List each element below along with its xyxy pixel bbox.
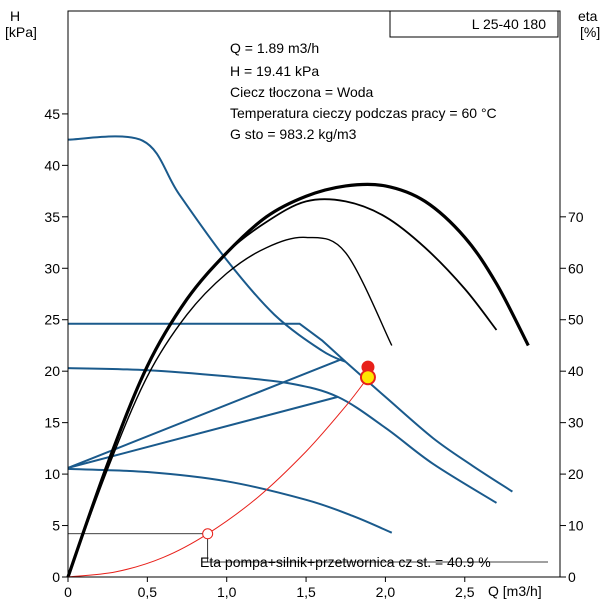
eta-marker (202, 528, 214, 540)
labels: 0 0,5 1,0 1,5 2,0 2,5 0 5 10 15 20 25 30 35 40 45 0 10 20 3… (44, 106, 583, 600)
right-axis-title-line-2: [%] (580, 24, 600, 40)
y-left-tick-label: 30 (44, 260, 60, 276)
x-axis-title: Q [m3/h] (488, 583, 542, 599)
info-density: G sto = 983.2 kg/m3 (230, 126, 357, 142)
y-left-tick-label: 35 (44, 209, 60, 225)
x-tick-label: 2,5 (455, 584, 475, 600)
x-tick-label: 1,5 (296, 584, 316, 600)
pump-curve-3 (67, 367, 498, 504)
y-right-tick-label: 30 (568, 415, 584, 431)
axes (62, 10, 566, 582)
curves (66, 135, 530, 578)
info-head: H = 19.41 kPa (230, 63, 319, 79)
y-left-tick-label: 5 (52, 518, 60, 534)
y-right-tick-label: 20 (568, 466, 584, 482)
y-left-tick-label: 20 (44, 363, 60, 379)
y-left-tick-label: 45 (44, 106, 60, 122)
pump-curve-2 (68, 322, 347, 363)
y-right-tick-label: 60 (568, 260, 584, 276)
efficiency-note: Eta pompa+silnik+przetwornica cz st. = 4… (200, 554, 491, 570)
info-temperature: Temperatura cieczy podczas pracy = 60 °C (230, 105, 497, 121)
y-left-tick-label: 25 (44, 312, 60, 328)
y-left-tick-label: 0 (52, 569, 60, 585)
right-axis-title-line-1: eta (578, 8, 598, 24)
efficiency-curve-9 (67, 236, 393, 578)
y-right-tick-label: 10 (568, 518, 584, 534)
efficiency-curve-8 (67, 198, 498, 578)
x-tick-label: 0,5 (138, 584, 158, 600)
model-name: L 25-40 180 (472, 16, 546, 32)
left-axis-title-line-1: H (10, 8, 20, 24)
y-left-tick-label: 10 (44, 466, 60, 482)
y-left-tick-label: 15 (44, 415, 60, 431)
markers (68, 360, 548, 563)
y-left-tick-label: 40 (44, 157, 60, 173)
y-right-tick-label: 40 (568, 363, 584, 379)
info-flow: Q = 1.89 m3/h (230, 40, 319, 56)
plot-frame (67, 10, 561, 578)
model-box (389, 10, 559, 38)
x-tick-label: 2,0 (376, 584, 396, 600)
info-liquid: Ciecz tłoczona = Woda (230, 84, 374, 100)
left-axis-title-line-2: [kPa] (5, 24, 37, 40)
y-right-tick-label: 70 (568, 209, 584, 225)
duty-point-marker (359, 369, 376, 386)
pump-curve-1 (345, 361, 513, 493)
system-curve-10 (67, 376, 369, 578)
efficiency-curve-7 (66, 182, 530, 578)
y-right-tick-label: 50 (568, 312, 584, 328)
pump-curve-4 (67, 467, 393, 534)
x-tick-label: 0 (64, 584, 72, 600)
x-tick-label: 1,0 (217, 584, 237, 600)
y-right-tick-label: 0 (568, 569, 576, 585)
